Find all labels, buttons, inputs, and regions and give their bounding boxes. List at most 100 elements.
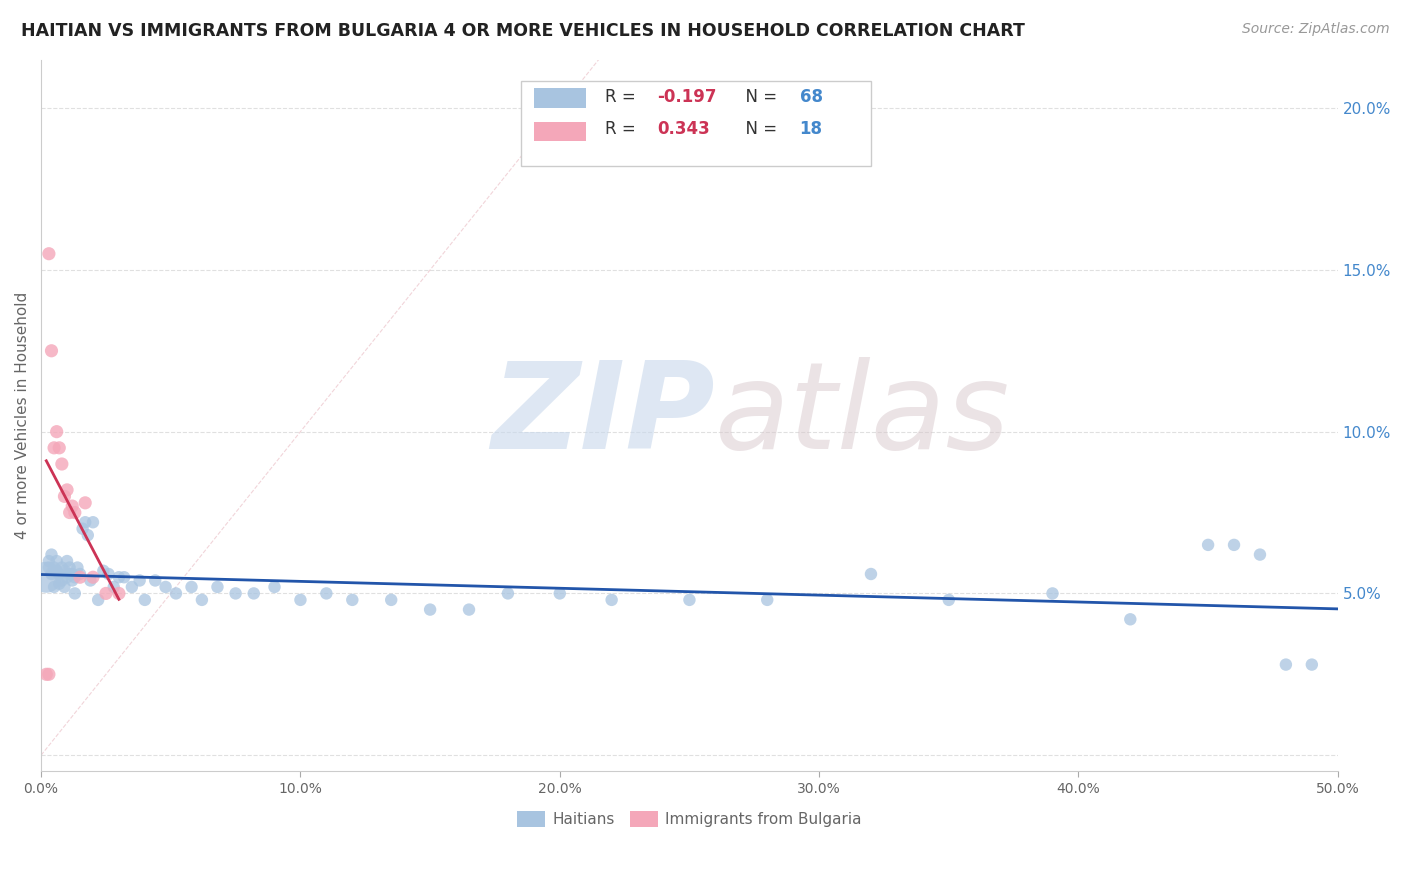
Point [87, 593, 110, 607]
Text: N =: N = [735, 120, 782, 138]
Point [42, 441, 65, 455]
Point [103, 580, 125, 594]
Point [82, 570, 104, 584]
Point [458, 602, 481, 616]
Point [48, 441, 70, 455]
Point [1197, 538, 1219, 552]
Text: ZIP: ZIP [492, 357, 716, 474]
Point [134, 593, 156, 607]
Text: N =: N = [735, 87, 782, 105]
Point [180, 580, 202, 594]
Text: -0.197: -0.197 [657, 87, 717, 105]
Point [94, 586, 117, 600]
Point [45, 564, 67, 578]
Point [207, 580, 229, 594]
Point [290, 593, 312, 607]
Point [155, 580, 177, 594]
Point [165, 586, 187, 600]
Point [56, 554, 79, 568]
Point [419, 602, 441, 616]
Point [59, 560, 82, 574]
Point [128, 574, 150, 588]
Point [342, 593, 364, 607]
FancyBboxPatch shape [534, 121, 586, 142]
Point [56, 570, 79, 584]
Point [38, 667, 60, 681]
Point [1275, 657, 1298, 672]
Point [225, 586, 247, 600]
Point [53, 580, 76, 594]
Point [242, 586, 264, 600]
Text: R =: R = [605, 120, 641, 138]
Point [63, 570, 86, 584]
Point [1249, 548, 1271, 562]
Text: 0.343: 0.343 [657, 120, 710, 138]
Point [1223, 538, 1246, 552]
Point [42, 580, 65, 594]
Legend: Haitians, Immigrants from Bulgaria: Haitians, Immigrants from Bulgaria [509, 804, 869, 835]
Point [97, 567, 120, 582]
Point [56, 483, 79, 497]
Text: R =: R = [605, 87, 641, 105]
Point [63, 506, 86, 520]
Point [63, 586, 86, 600]
Point [82, 515, 104, 529]
Point [38, 554, 60, 568]
Point [51, 457, 73, 471]
Point [1119, 612, 1142, 626]
Text: 68: 68 [800, 87, 823, 105]
Point [859, 567, 882, 582]
Text: HAITIAN VS IMMIGRANTS FROM BULGARIA 4 OR MORE VEHICLES IN HOUSEHOLD CORRELATION : HAITIAN VS IMMIGRANTS FROM BULGARIA 4 OR… [21, 22, 1025, 40]
Y-axis label: 4 or more Vehicles in Household: 4 or more Vehicles in Household [15, 292, 30, 539]
Point [263, 580, 285, 594]
Point [1301, 657, 1323, 672]
Point [66, 560, 89, 574]
Point [548, 586, 571, 600]
Point [59, 506, 82, 520]
Text: atlas: atlas [716, 357, 1011, 474]
Point [59, 567, 82, 582]
Point [938, 593, 960, 607]
Text: Source: ZipAtlas.com: Source: ZipAtlas.com [1241, 22, 1389, 37]
Point [69, 570, 91, 584]
Point [93, 564, 115, 578]
Point [51, 560, 73, 574]
Point [315, 586, 337, 600]
Point [121, 580, 143, 594]
Point [41, 548, 63, 562]
Point [75, 515, 97, 529]
Point [45, 554, 67, 568]
Point [60, 574, 83, 588]
Point [53, 489, 76, 503]
Point [41, 343, 63, 358]
Point [60, 567, 83, 582]
Point [678, 593, 700, 607]
Point [79, 574, 101, 588]
Point [72, 522, 94, 536]
Point [42, 560, 65, 574]
Point [41, 567, 63, 582]
Point [112, 570, 135, 584]
Point [48, 567, 70, 582]
Point [191, 593, 214, 607]
Point [45, 425, 67, 439]
Point [496, 586, 519, 600]
Point [51, 574, 73, 588]
FancyBboxPatch shape [534, 88, 586, 108]
FancyBboxPatch shape [520, 81, 870, 167]
Point [38, 246, 60, 260]
Point [35, 570, 58, 584]
Point [60, 499, 83, 513]
Point [76, 528, 98, 542]
Point [35, 667, 58, 681]
Point [48, 576, 70, 591]
Text: 18: 18 [800, 120, 823, 138]
Point [756, 593, 779, 607]
Point [108, 586, 131, 600]
Point [600, 593, 623, 607]
Point [75, 496, 97, 510]
Point [143, 574, 166, 588]
Point [38, 560, 60, 574]
Point [1042, 586, 1064, 600]
Point [380, 593, 402, 607]
